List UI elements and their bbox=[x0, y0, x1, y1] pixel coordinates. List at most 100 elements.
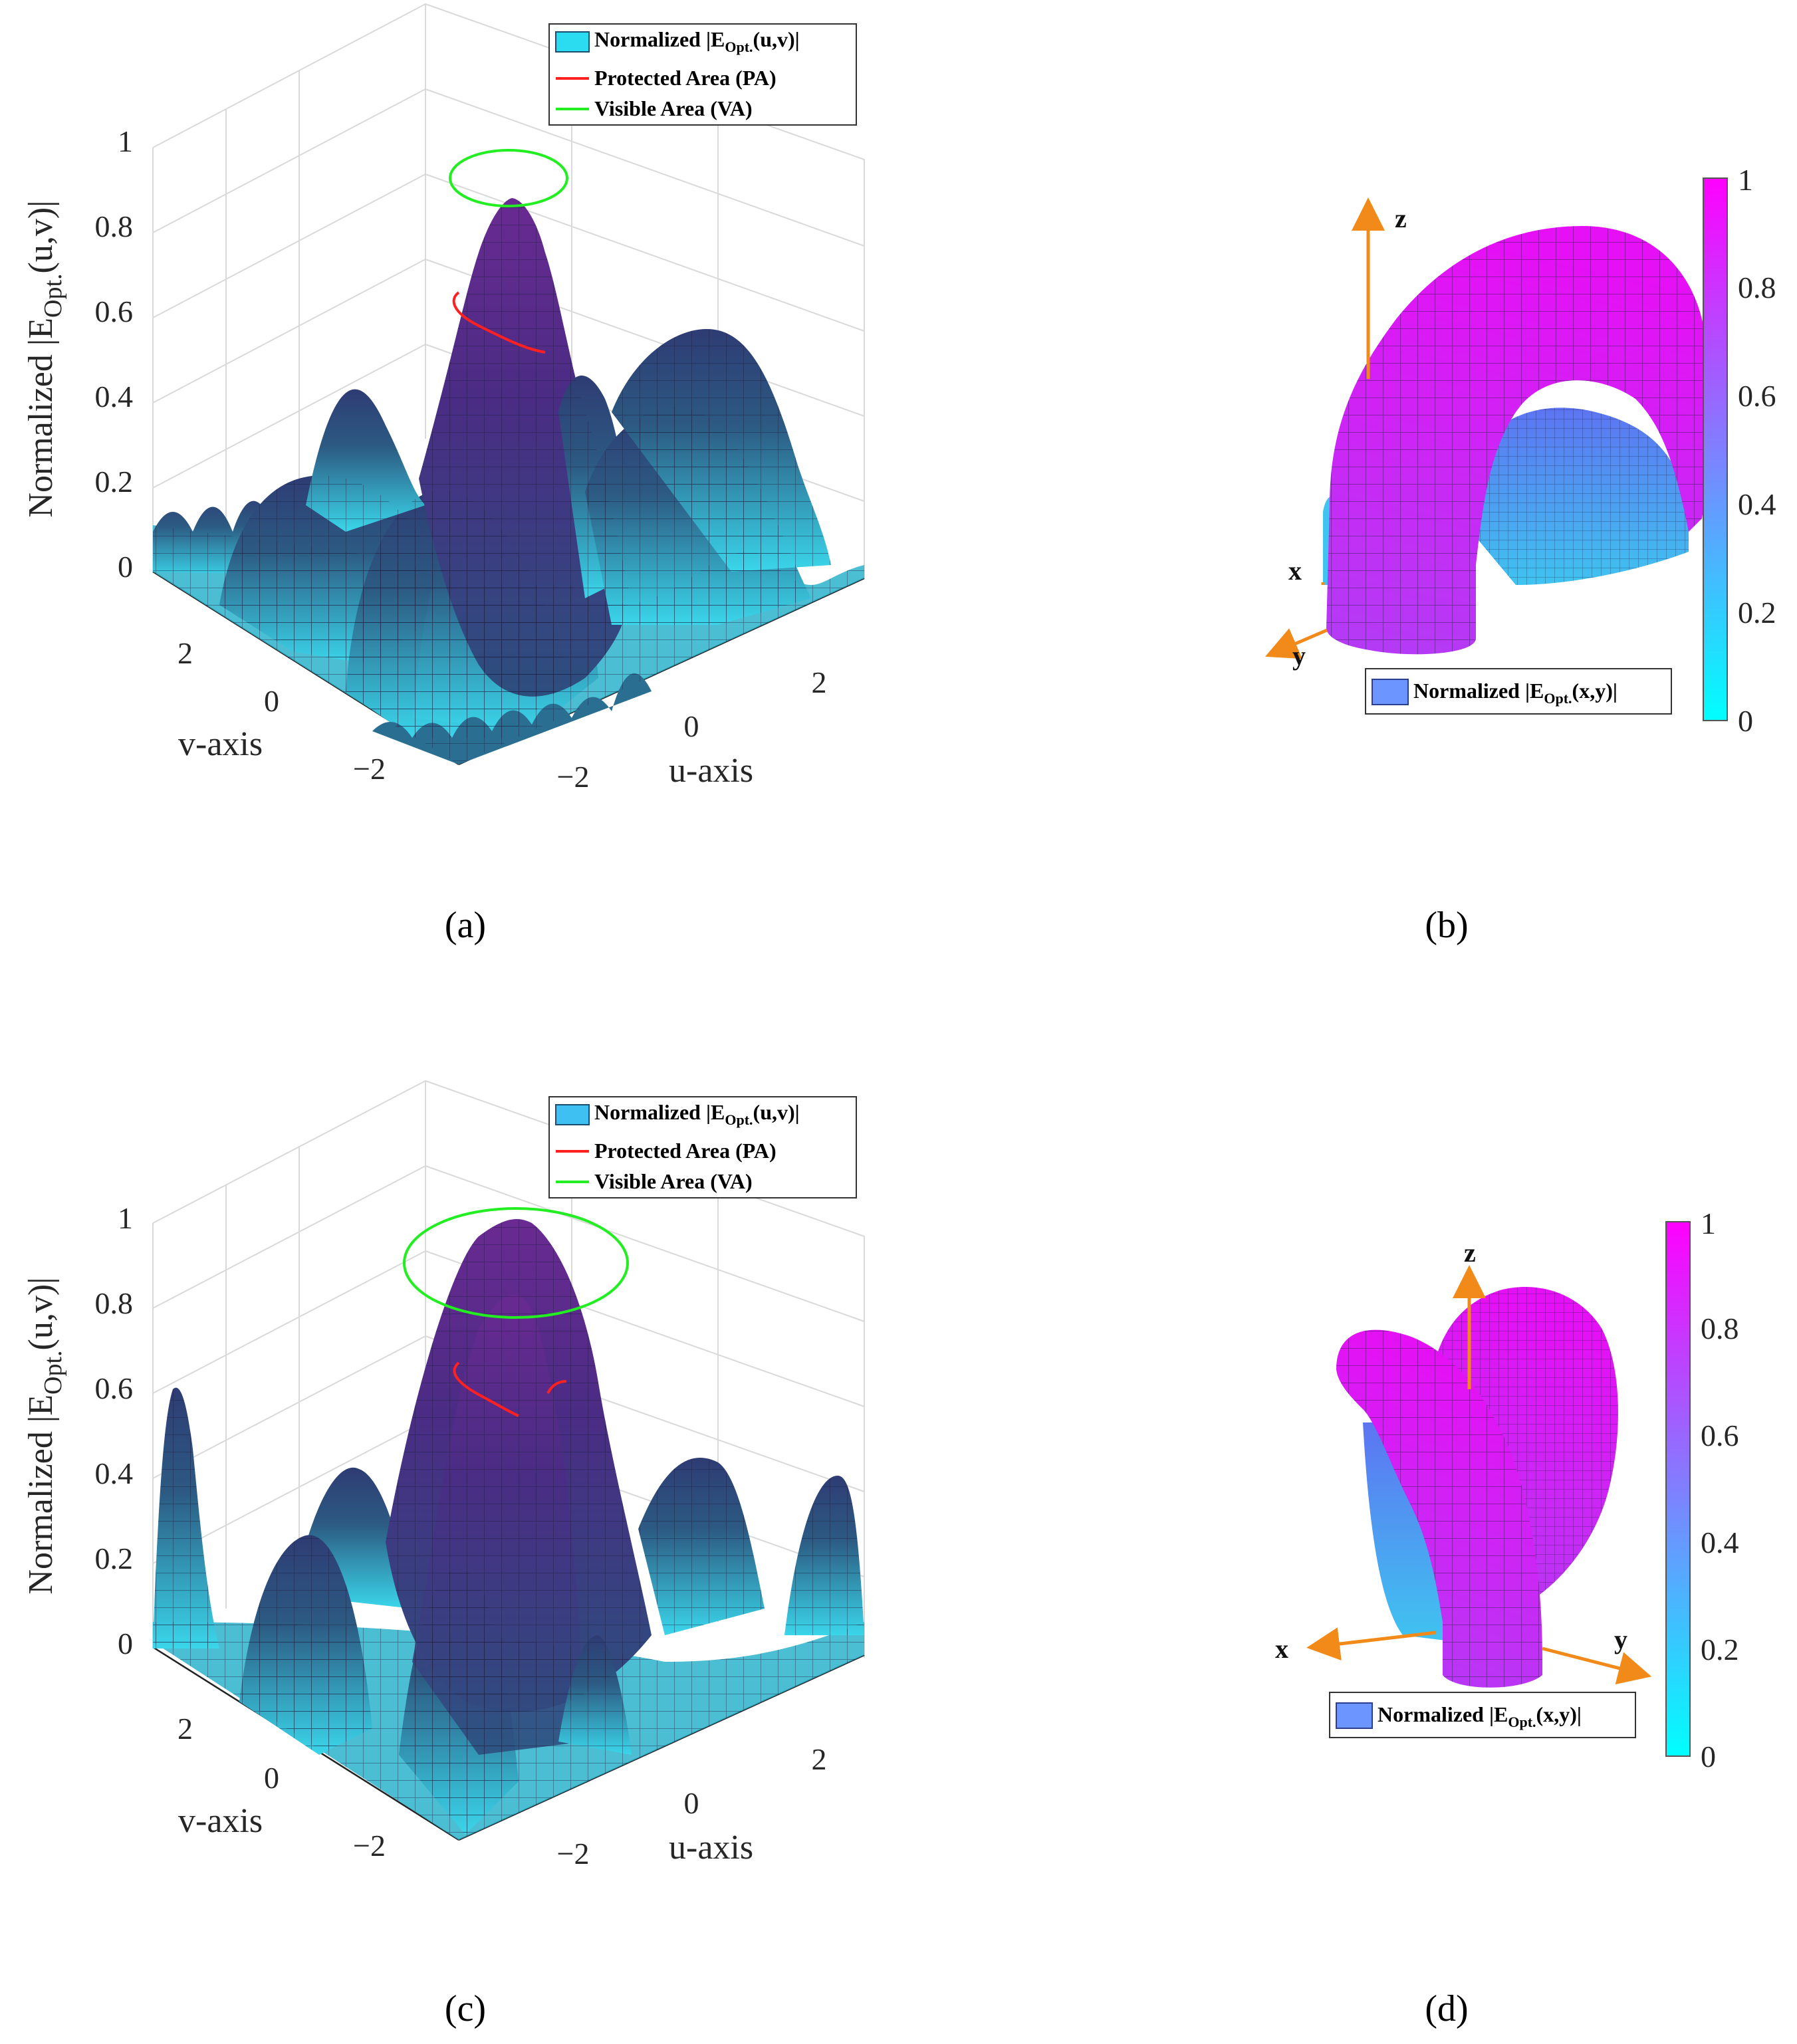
u-tick-c-0: 0 bbox=[684, 1786, 699, 1820]
z-tick-c-3: 0.6 bbox=[95, 1371, 134, 1405]
legend-a: Normalized |EOpt.(u,v)| Protected Area (… bbox=[548, 23, 857, 126]
z-tick-c-2: 0.4 bbox=[95, 1456, 134, 1490]
legend-patch-d bbox=[1336, 1702, 1373, 1729]
z-tick-c-0: 0 bbox=[118, 1627, 133, 1660]
legend-c: Normalized |EOpt.(u,v)| Protected Area (… bbox=[548, 1096, 857, 1198]
legend-label-c-pa: Protected Area (PA) bbox=[594, 1139, 777, 1163]
cb-tick-b-2: 0.4 bbox=[1738, 487, 1776, 521]
cb-tick-d-1: 0.2 bbox=[1701, 1633, 1739, 1666]
legend-label-a-pa: Protected Area (PA) bbox=[594, 66, 777, 90]
caption-c: (c) bbox=[445, 1988, 486, 2029]
legend-label-c-va: Visible Area (VA) bbox=[594, 1169, 753, 1193]
y-arrow-b bbox=[1265, 628, 1328, 659]
legend-patch-c bbox=[555, 1104, 590, 1125]
axes-box-a bbox=[152, 3, 865, 578]
z-tick-a-4: 0.8 bbox=[95, 209, 134, 243]
legend-box-c bbox=[548, 1096, 857, 1198]
legend-label-a-va: Visible Area (VA) bbox=[594, 96, 753, 120]
cb-tick-d-5: 1 bbox=[1701, 1206, 1716, 1240]
z-tick-c-4: 0.8 bbox=[95, 1286, 134, 1320]
caption-b: (b) bbox=[1425, 905, 1468, 946]
colorbar-d bbox=[1665, 1221, 1691, 1757]
x-axis-label-d: x bbox=[1275, 1634, 1288, 1664]
panel-b: z x y Normalized |EOpt.(x,y)| 0 0.2 0.4 … bbox=[1265, 163, 1776, 946]
legend-label-a-surface: Normalized |EOpt.(u,v)| bbox=[594, 27, 800, 55]
legend-box-d bbox=[1329, 1692, 1636, 1738]
legend-label-c-surface: Normalized |EOpt.(u,v)| bbox=[594, 1100, 800, 1128]
z-axis-label-d: z bbox=[1464, 1238, 1476, 1268]
v-tick-a-m2: −2 bbox=[353, 752, 386, 786]
pa-curve-c bbox=[453, 1361, 519, 1417]
z-tick-a-2: 0.4 bbox=[95, 380, 134, 413]
y-arrow-d bbox=[1542, 1647, 1652, 1684]
z-ticks-c: 0 0.2 0.4 0.6 0.8 1 bbox=[95, 1201, 134, 1660]
u-tick-a-2: 2 bbox=[812, 665, 827, 699]
panel-a: 0 0.2 0.4 0.6 0.8 1 Normalized |EOpt.(u,… bbox=[22, 3, 865, 946]
cb-tick-b-5: 1 bbox=[1738, 163, 1753, 197]
z-tick-a-3: 0.6 bbox=[95, 294, 134, 328]
u-label-c: u-axis bbox=[669, 1829, 753, 1867]
colorbar-b bbox=[1703, 177, 1728, 721]
z-axis-label-b: z bbox=[1395, 203, 1407, 233]
z-tick-a-1: 0.2 bbox=[95, 465, 134, 499]
u-tick-c-m2: −2 bbox=[557, 1837, 590, 1871]
u-ticks-c: −2 0 2 bbox=[557, 1742, 827, 1871]
u-ticks-a: −2 0 2 bbox=[557, 665, 827, 794]
v-label-c: v-axis bbox=[178, 1802, 263, 1840]
pa-curve-c-2 bbox=[546, 1380, 567, 1394]
z-tick-c-5: 1 bbox=[118, 1201, 133, 1235]
z-tick-c-1: 0.2 bbox=[95, 1541, 134, 1575]
legend-label-b: Normalized |EOpt.(x,y)| bbox=[1413, 679, 1617, 707]
cb-tick-d-0: 0 bbox=[1701, 1740, 1716, 1773]
caption-d: (d) bbox=[1425, 1988, 1468, 2029]
legend-d: Normalized |EOpt.(x,y)| bbox=[1329, 1692, 1636, 1738]
u-tick-a-m2: −2 bbox=[557, 760, 590, 794]
z-ticks-a: 0 0.2 0.4 0.6 0.8 1 bbox=[95, 124, 134, 584]
y-axis-label-b: y bbox=[1292, 641, 1306, 671]
v-tick-a-0: 0 bbox=[264, 684, 279, 718]
cb-tick-b-0: 0 bbox=[1738, 704, 1753, 738]
cb-tick-d-2: 0.4 bbox=[1701, 1526, 1739, 1559]
v-tick-c-2: 2 bbox=[178, 1712, 193, 1746]
v-ticks-a: 2 0 −2 bbox=[178, 636, 386, 786]
z-label-c: Normalized |EOpt.(u,v)| bbox=[22, 1277, 67, 1594]
cb-tick-d-4: 0.8 bbox=[1701, 1311, 1739, 1345]
va-ellipse-c bbox=[403, 1207, 629, 1319]
cb-tick-b-1: 0.2 bbox=[1738, 596, 1776, 629]
z-tick-a-5: 1 bbox=[118, 124, 133, 158]
x-axis-label-b: x bbox=[1288, 556, 1302, 586]
x-arrow-d bbox=[1306, 1627, 1437, 1660]
cb-tick-d-3: 0.6 bbox=[1701, 1419, 1739, 1452]
legend-box-b bbox=[1365, 668, 1672, 715]
caption-a: (a) bbox=[445, 905, 486, 946]
v-tick-c-0: 0 bbox=[264, 1761, 279, 1795]
panel-d: z x y Normalized |EOpt.(x,y)| 0 0.2 0.4 … bbox=[1275, 1206, 1739, 2029]
z-tick-a-0: 0 bbox=[118, 550, 133, 584]
surface-a bbox=[153, 198, 864, 764]
pattern-lobe-mesh-b bbox=[1326, 226, 1712, 655]
cb-tick-b-3: 0.6 bbox=[1738, 379, 1776, 413]
legend-patch-a bbox=[555, 31, 590, 53]
u-tick-c-2: 2 bbox=[812, 1742, 827, 1776]
cb-tick-b-4: 0.8 bbox=[1738, 271, 1776, 304]
u-tick-a-0: 0 bbox=[684, 709, 699, 743]
z-label-a: Normalized |EOpt.(u,v)| bbox=[22, 200, 67, 517]
v-label-a: v-axis bbox=[178, 725, 263, 763]
v-tick-a-2: 2 bbox=[178, 636, 193, 670]
y-axis-label-d: y bbox=[1614, 1625, 1627, 1654]
legend-label-d: Normalized |EOpt.(x,y)| bbox=[1378, 1702, 1582, 1730]
legend-box-a bbox=[548, 23, 857, 126]
v-tick-c-m2: −2 bbox=[353, 1829, 386, 1863]
colorbar-ticks-b: 0 0.2 0.4 0.6 0.8 1 bbox=[1738, 163, 1776, 738]
pattern-lobe-front-mesh-d bbox=[1336, 1329, 1542, 1688]
surface-c bbox=[153, 1219, 864, 1840]
legend-patch-b bbox=[1372, 679, 1409, 705]
pa-curve-a bbox=[452, 291, 546, 354]
pattern-inner-mesh-b bbox=[1449, 407, 1689, 585]
v-ticks-c: 2 0 −2 bbox=[178, 1712, 386, 1863]
legend-b: Normalized |EOpt.(x,y)| bbox=[1365, 668, 1672, 715]
u-label-a: u-axis bbox=[669, 752, 753, 790]
panel-c: 0 0.2 0.4 0.6 0.8 1 Normalized |EOpt.(u,… bbox=[22, 1079, 865, 2029]
colorbar-ticks-d: 0 0.2 0.4 0.6 0.8 1 bbox=[1701, 1206, 1739, 1773]
